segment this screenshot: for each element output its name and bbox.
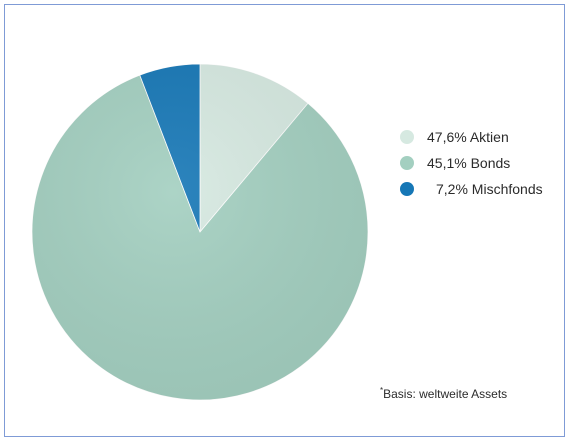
legend-label-aktien: 47,6% Aktien	[427, 129, 509, 145]
footnote-text: Basis: weltweite Assets	[383, 387, 508, 401]
chart-frame: 47,6% Aktien 45,1% Bonds 7,2% Mischfonds…	[4, 4, 565, 437]
footnote-marker: *	[380, 386, 384, 395]
legend-marker-aktien	[400, 130, 414, 144]
footnote: *Basis: weltweite Assets	[380, 386, 507, 401]
legend-label-mischfonds: 7,2% Mischfonds	[436, 181, 543, 197]
legend-marker-mischfonds	[400, 182, 414, 196]
pie-chart	[31, 63, 414, 401]
legend-marker-bonds	[400, 156, 414, 170]
pie-shading	[32, 64, 368, 400]
legend-label-bonds: 45,1% Bonds	[427, 155, 511, 171]
